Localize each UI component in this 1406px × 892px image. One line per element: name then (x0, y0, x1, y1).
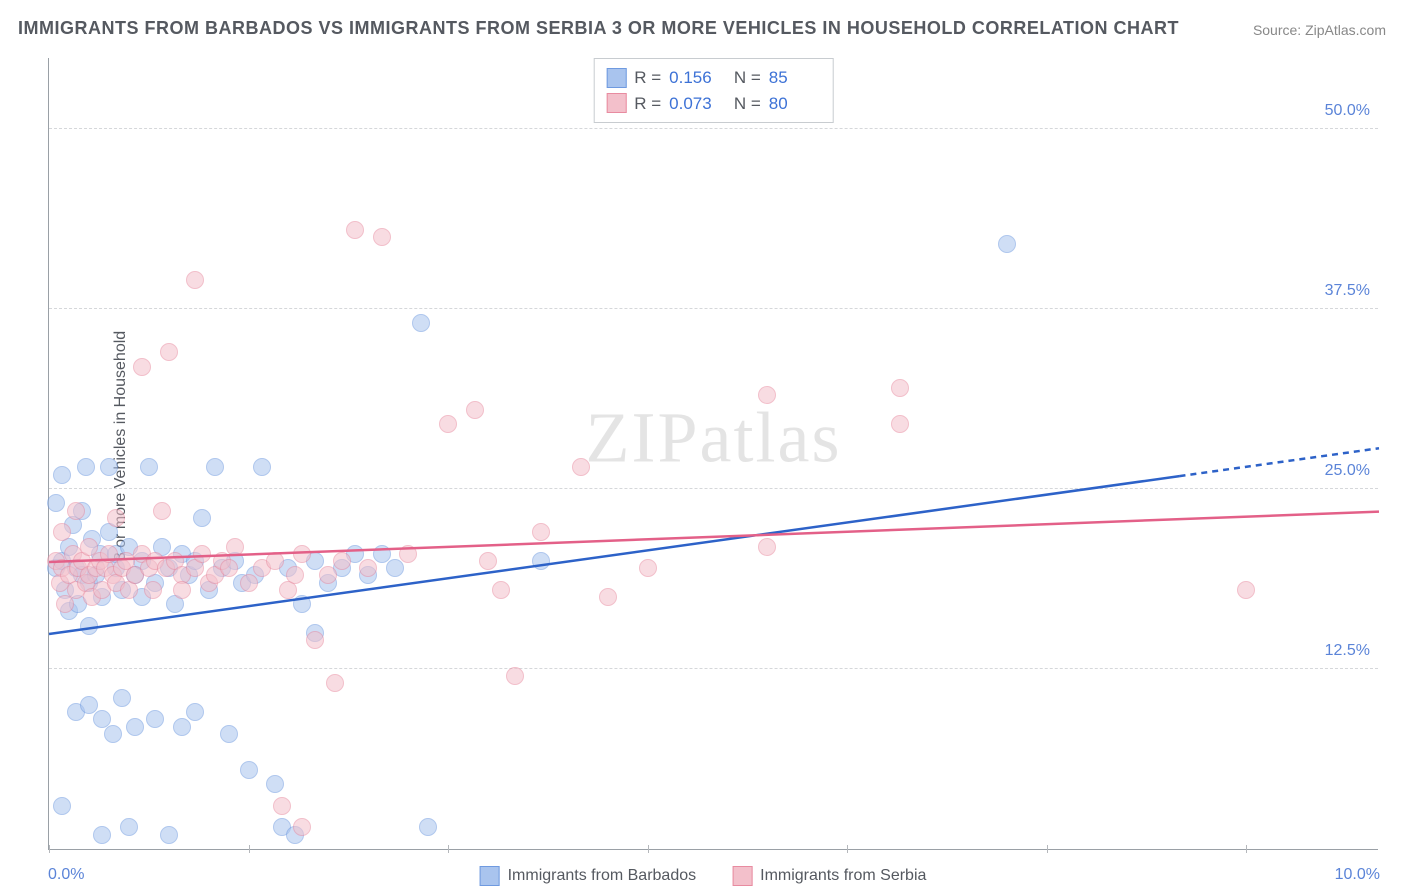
legend-item: Immigrants from Serbia (732, 866, 926, 886)
legend-label: Immigrants from Barbados (508, 867, 697, 885)
x-axis-min-label: 0.0% (48, 866, 84, 884)
legend-label: Immigrants from Serbia (760, 867, 926, 885)
source-label: Source: ZipAtlas.com (1253, 22, 1386, 38)
x-axis-max-label: 10.0% (1335, 866, 1380, 884)
trend-lines (49, 58, 1378, 849)
legend: Immigrants from Barbados Immigrants from … (480, 866, 927, 886)
scatter-plot: ZIPatlas R =0.156 N =85R =0.073 N =80 12… (48, 58, 1378, 850)
legend-item: Immigrants from Barbados (480, 866, 697, 886)
chart-title: IMMIGRANTS FROM BARBADOS VS IMMIGRANTS F… (18, 18, 1179, 39)
legend-swatch (480, 866, 500, 886)
legend-swatch (732, 866, 752, 886)
